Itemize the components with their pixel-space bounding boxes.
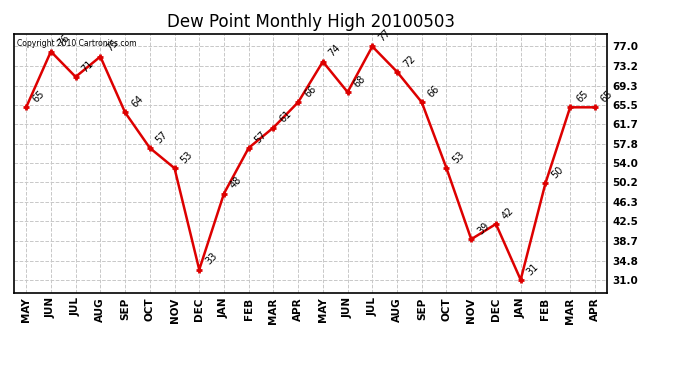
- Text: 65: 65: [30, 89, 46, 105]
- Text: 53: 53: [179, 150, 195, 165]
- Text: 33: 33: [204, 251, 219, 267]
- Text: 76: 76: [55, 33, 71, 49]
- Text: 57: 57: [253, 129, 269, 145]
- Text: 31: 31: [525, 261, 540, 277]
- Text: 71: 71: [80, 58, 96, 74]
- Text: 66: 66: [426, 84, 442, 99]
- Text: 74: 74: [327, 43, 343, 59]
- Text: 48: 48: [228, 175, 244, 191]
- Text: 77: 77: [377, 28, 393, 44]
- Text: 72: 72: [401, 53, 417, 69]
- Text: 53: 53: [451, 150, 466, 165]
- Text: 66: 66: [302, 84, 318, 99]
- Text: 50: 50: [549, 165, 565, 181]
- Text: 75: 75: [104, 38, 121, 54]
- Text: 65: 65: [574, 89, 590, 105]
- Title: Dew Point Monthly High 20100503: Dew Point Monthly High 20100503: [166, 13, 455, 31]
- Text: Copyright 2010 Cartronics.com: Copyright 2010 Cartronics.com: [17, 39, 136, 48]
- Text: 39: 39: [475, 221, 491, 237]
- Text: 68: 68: [352, 74, 368, 89]
- Text: 61: 61: [277, 109, 293, 125]
- Text: 57: 57: [154, 129, 170, 145]
- Text: 65: 65: [599, 89, 615, 105]
- Text: 64: 64: [129, 94, 145, 110]
- Text: 42: 42: [500, 206, 516, 221]
